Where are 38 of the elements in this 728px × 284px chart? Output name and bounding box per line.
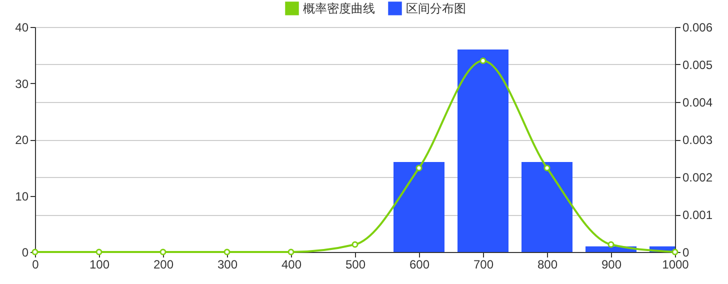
point [160,248,166,256]
x-tick-label: 100 [89,258,110,272]
legend-label: 概率密度曲线 [303,1,375,16]
bar [458,50,508,252]
point [224,248,230,256]
point [96,248,102,256]
y2-tick-label: 0.005 [682,58,713,72]
point [480,58,486,64]
x-tick-label: 900 [601,258,622,272]
x-tick-label: 1000 [662,258,690,272]
y2-tick-label: 0.002 [682,170,713,184]
y-tick-label: 40 [15,20,29,34]
y2-tick-label: 0.003 [682,133,713,147]
y2-tick-label: 0 [682,246,690,260]
point [672,248,678,256]
y-tick-label: 30 [15,76,29,91]
x-tick-label: 0 [32,258,40,272]
x-tick-label: 200 [153,258,174,272]
point [416,164,422,172]
y2-tick-label: 0.004 [682,96,713,110]
legend-label: 区间分布图 [406,1,466,16]
x-tick-label: 700 [473,258,494,272]
y-tick-label: 0 [22,246,29,260]
point [544,164,550,172]
point [288,248,294,256]
bar [522,162,572,252]
y2-tick-label: 0.006 [682,20,713,34]
y-tick-label: 10 [15,189,29,204]
x-tick-label: 500 [345,258,366,272]
bar [394,162,444,252]
y-tick-label: 20 [15,133,29,147]
y2-tick-label: 0.001 [682,208,713,222]
x-tick-label: 300 [217,258,238,272]
x-tick-label: 600 [409,258,430,272]
x-tick-label: 400 [281,258,302,272]
point [352,241,358,248]
x-tick-label: 800 [537,258,558,272]
point [608,241,614,248]
